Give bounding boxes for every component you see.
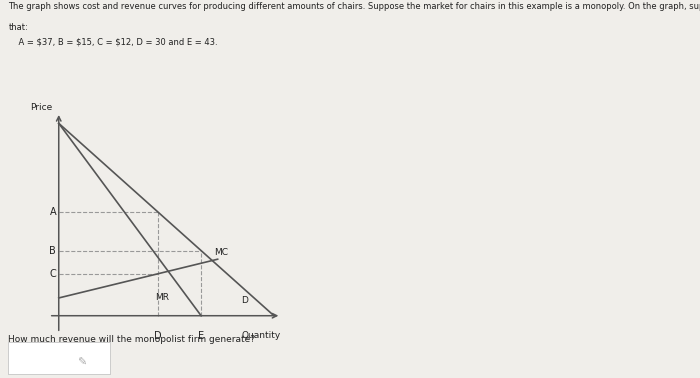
Text: Price: Price [30, 103, 52, 112]
Text: D: D [154, 332, 162, 341]
Text: D: D [241, 296, 248, 305]
Text: A: A [50, 207, 56, 217]
Text: B: B [49, 246, 56, 256]
Text: that:: that: [8, 23, 28, 32]
Text: E: E [198, 332, 204, 341]
Text: How much revenue will the monopolist firm generate?: How much revenue will the monopolist fir… [8, 335, 256, 344]
Text: The graph shows cost and revenue curves for producing different amounts of chair: The graph shows cost and revenue curves … [8, 2, 700, 11]
Text: A = $37, B = $15, C = $12, D = 30 and E = 43.: A = $37, B = $15, C = $12, D = 30 and E … [8, 38, 218, 47]
Text: ✎: ✎ [77, 358, 86, 368]
Text: Quantity: Quantity [242, 332, 281, 341]
Text: C: C [49, 269, 56, 279]
Text: MR: MR [155, 293, 169, 302]
Text: MC: MC [214, 248, 228, 257]
